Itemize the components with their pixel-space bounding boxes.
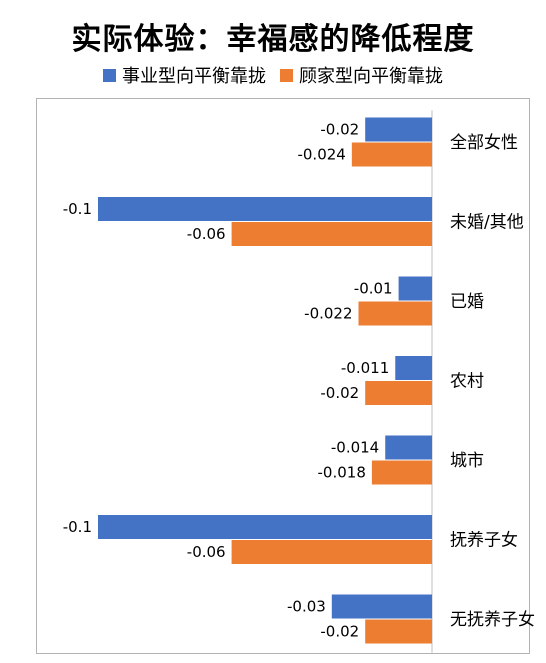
value-label-family-5: -0.018 [318,464,366,482]
bar-career-4 [395,356,432,380]
bar-career-1 [365,117,432,142]
category-label-3: 已婚 [450,292,484,312]
value-label-family-7: -0.02 [320,623,359,641]
legend-swatch-career [103,68,116,82]
chart-title: 实际体验：幸福感的降低程度 [71,22,475,57]
legend-label-family: 顾家型向平衡靠拢 [299,66,443,87]
value-label-career-4: -0.011 [341,359,389,377]
value-label-career-2: -0.1 [63,200,92,218]
value-label-career-3: -0.01 [354,280,393,298]
bar-career-6 [98,515,432,539]
category-label-5: 城市 [450,451,484,471]
bar-career-5 [385,435,432,460]
category-label-4: 农村 [450,372,484,392]
bar-family-6 [231,540,432,564]
plot-area-frame [36,98,530,654]
bar-career-7 [331,594,432,619]
bar-family-7 [365,619,432,644]
legend: 事业型向平衡靠拢 顾家型向平衡靠拢 [0,62,546,88]
value-label-career-6: -0.1 [63,518,92,536]
bar-family-5 [371,460,432,485]
category-label-2: 未婚/其他 [450,213,524,233]
bar-family-2 [231,222,432,246]
bar-family-4 [365,381,432,405]
category-label-1: 全部女性 [450,133,518,153]
value-label-family-4: -0.02 [320,384,359,402]
value-label-family-3: -0.022 [304,305,352,323]
bar-family-3 [358,301,432,326]
legend-item-family: 顾家型向平衡靠拢 [280,62,443,88]
value-label-family-1: -0.024 [297,146,345,164]
legend-label-career: 事业型向平衡靠拢 [122,66,266,87]
value-label-career-1: -0.02 [320,121,359,139]
bar-family-1 [351,142,432,167]
legend-item-career: 事业型向平衡靠拢 [103,62,266,88]
legend-swatch-family [280,68,293,82]
value-label-family-2: -0.06 [187,225,226,243]
category-label-7: 无抚养子女 [450,610,535,630]
value-label-family-6: -0.06 [187,543,226,561]
value-label-career-7: -0.03 [287,598,326,616]
bar-career-2 [98,197,432,221]
category-label-6: 抚养子女 [450,531,518,551]
value-label-career-5: -0.014 [331,439,379,457]
bar-career-3 [398,276,432,301]
